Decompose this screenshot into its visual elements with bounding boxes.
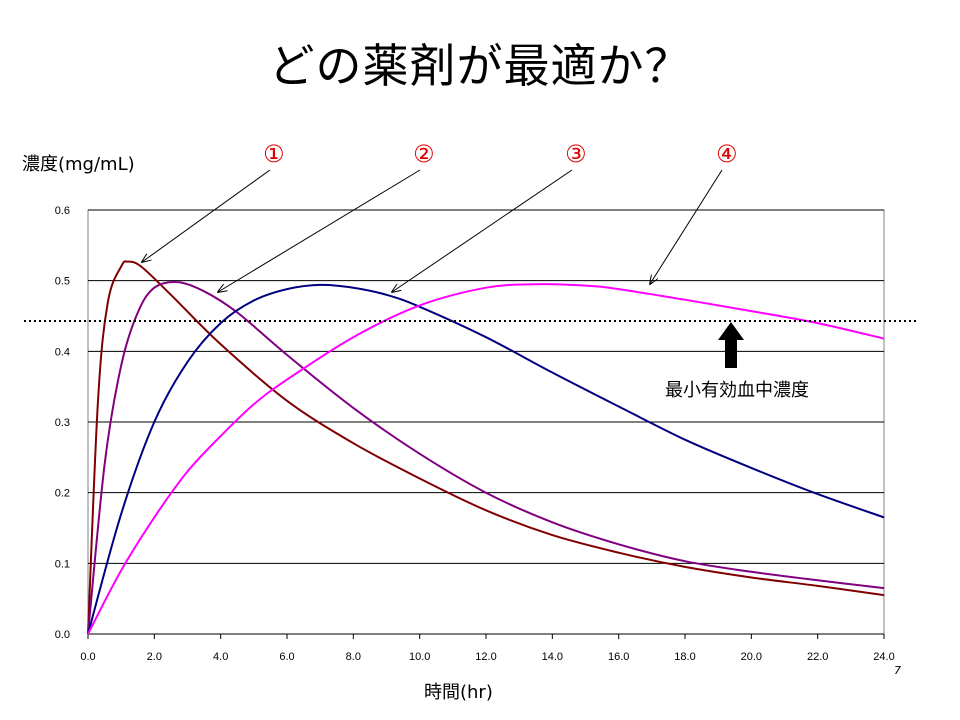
x-tick-label: 0.0 <box>80 651 95 663</box>
y-tick-label: 0.0 <box>55 629 70 641</box>
y-axis-label: 濃度(mg/mL) <box>22 154 135 175</box>
y-tick-label: 0.4 <box>55 346 70 358</box>
threshold-up-arrow-icon <box>718 322 744 368</box>
x-tick-label: 2.0 <box>147 651 162 663</box>
series-marker-2: ② <box>413 140 435 168</box>
y-tick-label: 0.2 <box>55 488 70 500</box>
x-tick-label: 6.0 <box>279 651 294 663</box>
series-line-3 <box>87 283 885 635</box>
series-marker-4: ④ <box>716 140 738 168</box>
y-tick-label: 0.5 <box>55 276 70 288</box>
x-tick-label: 10.0 <box>409 651 430 663</box>
threshold-label: 最小有効血中濃度 <box>665 380 809 401</box>
pointer-arrow-1 <box>142 169 271 262</box>
x-tick-label: 14.0 <box>542 651 563 663</box>
pointer-arrow-3 <box>392 169 573 292</box>
y-tick-label: 0.6 <box>55 205 70 217</box>
x-tick-label: 20.0 <box>741 651 762 663</box>
y-tick-label: 0.3 <box>55 417 70 429</box>
x-tick-label: 12.0 <box>475 651 496 663</box>
series-line-2 <box>87 280 885 635</box>
pointer-arrow-4 <box>650 169 723 284</box>
x-axis-label: 時間(hr) <box>424 682 493 703</box>
series-marker-3: ③ <box>565 140 587 168</box>
stray-mark: 7 <box>894 664 901 677</box>
x-tick-label: 16.0 <box>608 651 629 663</box>
x-tick-label: 8.0 <box>346 651 361 663</box>
x-tick-label: 18.0 <box>674 651 695 663</box>
x-tick-label: 22.0 <box>807 651 828 663</box>
series-line-1 <box>87 260 885 635</box>
x-tick-label: 4.0 <box>213 651 228 663</box>
pointer-arrow-2 <box>218 169 421 292</box>
slide-title: どの薬剤が最適か？ <box>268 39 692 93</box>
y-tick-label: 0.1 <box>55 558 70 570</box>
series-marker-1: ① <box>263 140 285 168</box>
series-line-4 <box>87 283 885 635</box>
x-tick-label: 24.0 <box>873 651 894 663</box>
